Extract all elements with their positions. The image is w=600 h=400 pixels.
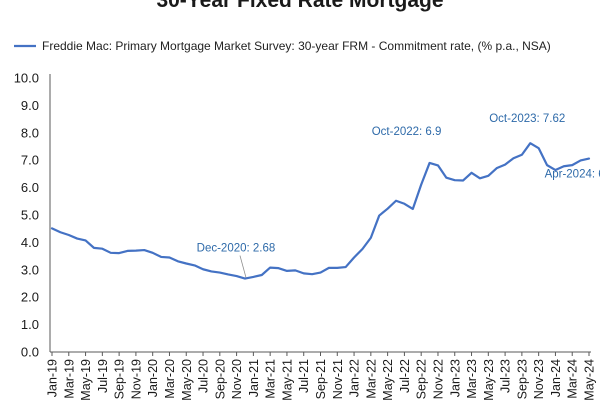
- y-axis-ticks: 0.0 1.0 2.0 3.0 4.0 5.0 6.0 7.0 8.0 9.0 10.0: [14, 71, 39, 360]
- legend-label: Freddie Mac: Primary Mortgage Market Sur…: [42, 39, 551, 53]
- x-tick-label: Nov-23: [532, 359, 546, 399]
- x-tick-label: Mar-24: [566, 359, 580, 399]
- x-tick-label: May-22: [381, 359, 395, 400]
- y-tick-label: 7.0: [21, 153, 39, 168]
- y-tick-label: 4.0: [21, 235, 39, 250]
- x-tick-label: Jul-21: [297, 359, 311, 393]
- x-tick-label: Nov-20: [230, 359, 244, 399]
- x-tick-label: May-24: [583, 359, 597, 400]
- x-tick-label: Jan-23: [448, 359, 462, 397]
- annotation-label: Dec-2020: 2.68: [197, 243, 276, 255]
- x-tick-label: May-23: [482, 359, 496, 400]
- x-axis-ticks: Jan-19 Mar-19 May-19 Jul-19 Sep-19 Nov-19 Jan-…: [46, 352, 597, 400]
- x-tick-label: Jan-20: [146, 359, 160, 397]
- x-tick-label: Sep-23: [515, 359, 529, 399]
- x-tick-label: Mar-20: [163, 359, 177, 399]
- x-tick-label: Jul-22: [398, 359, 412, 393]
- x-tick-label: Jul-20: [197, 359, 211, 393]
- annotation-label: Apr-2024: 6.99: [545, 168, 600, 180]
- y-tick-label: 9.0: [21, 98, 39, 113]
- x-tick-label: Sep-22: [415, 359, 429, 399]
- x-tick-label: Sep-21: [314, 359, 328, 399]
- y-tick-label: 6.0: [21, 180, 39, 195]
- legend: Freddie Mac: Primary Mortgage Market Sur…: [14, 39, 551, 53]
- annotations: Dec-2020: 2.68 Oct-2022: 6.9 Oct-2023: 7.6…: [197, 113, 600, 278]
- x-tick-label: Jan-22: [348, 359, 362, 397]
- x-tick-label: Mar-23: [465, 359, 479, 399]
- x-tick-label: Mar-19: [62, 359, 76, 399]
- x-tick-label: Sep-20: [213, 359, 227, 399]
- x-tick-label: Nov-22: [431, 359, 445, 399]
- annotation-label: Oct-2022: 6.9: [372, 126, 442, 138]
- series-group: [50, 142, 591, 280]
- x-tick-label: Nov-21: [331, 359, 345, 399]
- y-tick-label: 0.0: [21, 345, 39, 360]
- y-tick-label: 10.0: [14, 71, 39, 86]
- y-tick-label: 1.0: [21, 317, 39, 332]
- x-tick-label: Jan-24: [549, 359, 563, 397]
- x-tick-label: Nov-19: [129, 359, 143, 399]
- x-tick-label: Jan-19: [46, 359, 60, 397]
- x-tick-label: Sep-19: [113, 359, 127, 399]
- series-line: [50, 142, 591, 280]
- x-tick-label: Jul-19: [96, 359, 110, 393]
- x-tick-label: May-21: [280, 359, 294, 400]
- x-tick-label: Jan-21: [247, 359, 261, 397]
- x-tick-label: Jul-23: [499, 359, 513, 393]
- x-tick-label: Mar-21: [264, 359, 278, 399]
- chart-title: 30-Year Fixed Rate Mortgage: [156, 0, 444, 12]
- x-tick-label: May-19: [79, 359, 93, 400]
- y-tick-label: 8.0: [21, 125, 39, 140]
- x-tick-label: Mar-22: [364, 359, 378, 399]
- y-tick-label: 2.0: [21, 290, 39, 305]
- annotation-label: Oct-2023: 7.62: [489, 113, 565, 125]
- x-tick-label: May-20: [180, 359, 194, 400]
- y-tick-label: 5.0: [21, 208, 39, 223]
- y-tick-label: 3.0: [21, 262, 39, 277]
- annotation-leader-line: [239, 255, 247, 278]
